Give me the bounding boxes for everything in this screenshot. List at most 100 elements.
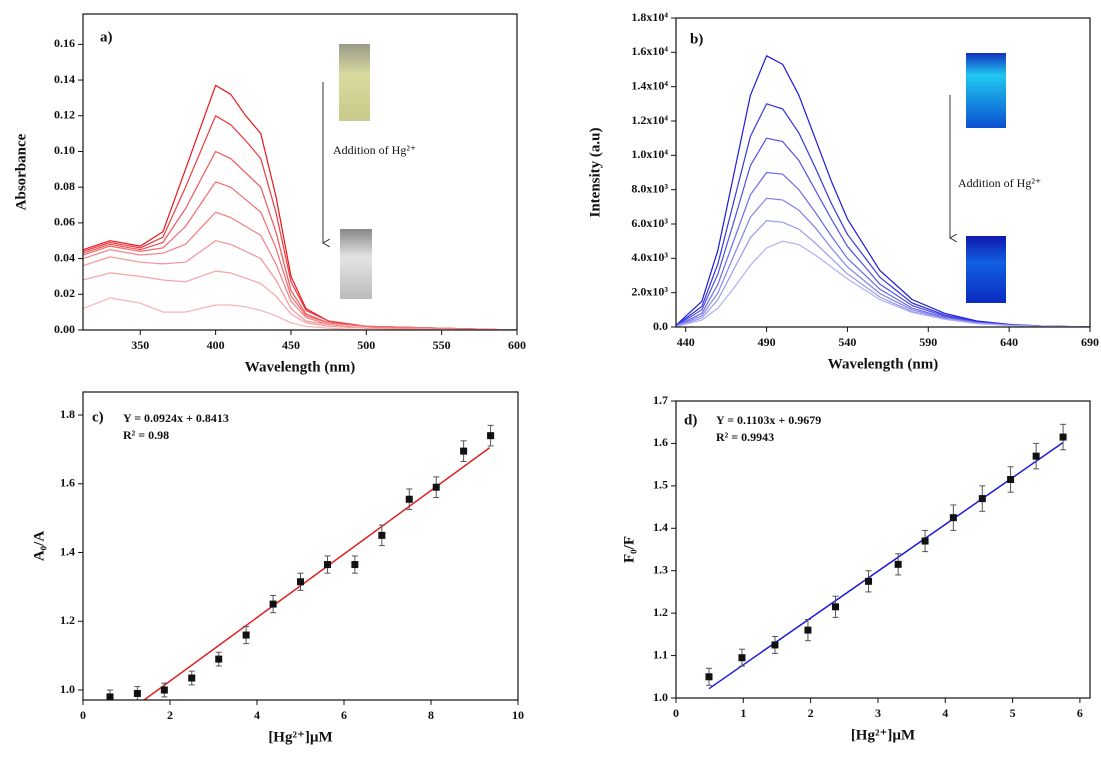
data-point bbox=[323, 561, 331, 569]
plot-area bbox=[106, 424, 495, 700]
y-tick-label: 1.6 bbox=[653, 435, 668, 449]
y-tick-label: 2.0x10³ bbox=[631, 284, 668, 298]
data-point bbox=[188, 674, 196, 682]
annotation: Addition of Hg²⁺ bbox=[958, 176, 1041, 190]
x-tick-label: 10 bbox=[512, 708, 524, 722]
y-tick-label: 0.14 bbox=[54, 72, 75, 86]
spectrum-line bbox=[83, 84, 517, 330]
spectrum-line bbox=[83, 270, 517, 330]
data-point bbox=[269, 600, 277, 608]
x-tick-label: 6 bbox=[1077, 706, 1083, 720]
data-point bbox=[978, 495, 986, 503]
y-tick-label: 6.0x10³ bbox=[631, 216, 668, 230]
x-tick-label: 3 bbox=[875, 706, 881, 720]
spectrum-line bbox=[83, 297, 517, 330]
fit-line bbox=[708, 441, 1064, 690]
data-point bbox=[738, 654, 746, 662]
y-tick-label: 1.2 bbox=[60, 613, 75, 627]
y-tick-label: 0.06 bbox=[54, 215, 75, 229]
vial-photo bbox=[966, 236, 1006, 303]
y-tick-label: 1.3 bbox=[653, 562, 668, 576]
plot-area bbox=[705, 423, 1067, 690]
y-axis-label: A₀/A bbox=[31, 531, 47, 561]
axes-frame bbox=[675, 17, 1091, 328]
panel-label: c) bbox=[92, 409, 104, 425]
y-tick-label: 1.6x10⁴ bbox=[631, 44, 668, 58]
y-tick-label: 0.02 bbox=[54, 286, 75, 300]
x-tick-label: 500 bbox=[357, 338, 375, 352]
y-tick-label: 1.0 bbox=[60, 682, 75, 696]
x-tick-label: 400 bbox=[207, 338, 225, 352]
x-tick-label: 640 bbox=[1000, 335, 1018, 349]
data-point bbox=[865, 577, 873, 585]
spectrum-line bbox=[83, 211, 517, 330]
equation: Y = 0.1103x + 0.9679 bbox=[716, 413, 821, 427]
vial-photo bbox=[340, 229, 372, 299]
y-tick-label: 1.8x10⁴ bbox=[631, 10, 668, 24]
data-point bbox=[378, 531, 386, 539]
y-tick-label: 0.12 bbox=[54, 108, 75, 122]
spectrum-line bbox=[676, 103, 1090, 327]
x-tick-label: 6 bbox=[341, 708, 347, 722]
y-tick-label: 1.8 bbox=[60, 407, 75, 421]
x-axis-label: Wavelength (nm) bbox=[245, 359, 355, 375]
x-axis-label: [Hg²⁺]µM bbox=[851, 727, 915, 743]
x-tick-label: 690 bbox=[1081, 335, 1099, 349]
y-tick-label: 1.0x10⁴ bbox=[631, 147, 668, 161]
plot-area bbox=[83, 84, 517, 330]
y-tick-label: 1.4 bbox=[60, 544, 75, 558]
panel-label: b) bbox=[690, 31, 703, 47]
panel-label: d) bbox=[684, 412, 697, 428]
data-point bbox=[804, 626, 812, 634]
fit-line bbox=[142, 446, 491, 700]
data-point bbox=[705, 673, 713, 681]
data-point bbox=[894, 560, 902, 568]
data-point bbox=[432, 483, 440, 491]
data-point bbox=[771, 641, 779, 649]
x-tick-label: 440 bbox=[677, 335, 695, 349]
x-tick-label: 590 bbox=[919, 335, 937, 349]
data-point bbox=[1007, 475, 1015, 483]
x-axis-label: [Hg²⁺]µM bbox=[268, 729, 332, 745]
y-tick-label: 8.0x10³ bbox=[631, 181, 668, 195]
data-point bbox=[921, 537, 929, 545]
y-tick-label: 0.04 bbox=[54, 250, 75, 264]
y-axis-label: Absorbance bbox=[13, 133, 29, 210]
data-point bbox=[1059, 433, 1067, 441]
y-tick-label: 1.1 bbox=[653, 647, 668, 661]
data-point bbox=[1032, 452, 1040, 460]
axes-frame bbox=[82, 391, 519, 701]
x-axis-label: Wavelength (nm) bbox=[828, 356, 938, 372]
x-tick-label: 4 bbox=[942, 706, 948, 720]
x-tick-label: 600 bbox=[508, 338, 526, 352]
r-squared: R² = 0.9943 bbox=[716, 430, 774, 444]
spectrum-line bbox=[676, 55, 1090, 327]
y-tick-label: 4.0x10³ bbox=[631, 250, 668, 264]
panel-label: a) bbox=[100, 29, 113, 45]
data-point bbox=[405, 495, 413, 503]
y-axis-label: F₀/F bbox=[621, 536, 637, 563]
spectrum-line bbox=[83, 181, 517, 330]
x-tick-label: 350 bbox=[131, 338, 149, 352]
y-tick-label: 1.4x10⁴ bbox=[631, 78, 668, 92]
y-tick-label: 0.16 bbox=[54, 36, 75, 50]
vial-photo bbox=[339, 44, 370, 121]
spectrum-line bbox=[83, 115, 517, 330]
x-tick-label: 490 bbox=[758, 335, 776, 349]
y-tick-label: 0.10 bbox=[54, 143, 75, 157]
y-tick-label: 0.00 bbox=[54, 322, 75, 336]
spectrum-line bbox=[83, 240, 517, 330]
x-tick-label: 450 bbox=[282, 338, 300, 352]
spectrum-line bbox=[676, 197, 1090, 327]
axes-frame bbox=[675, 400, 1091, 699]
x-tick-label: 2 bbox=[167, 708, 173, 722]
y-tick-label: 0.08 bbox=[54, 179, 75, 193]
y-tick-label: 1.6 bbox=[60, 476, 75, 490]
x-tick-label: 2 bbox=[808, 706, 814, 720]
y-tick-label: 1.5 bbox=[653, 478, 668, 492]
data-point bbox=[460, 447, 468, 455]
x-tick-label: 1 bbox=[740, 706, 746, 720]
equation: Y = 0.0924x + 0.8413 bbox=[123, 411, 229, 425]
data-point bbox=[215, 655, 223, 663]
